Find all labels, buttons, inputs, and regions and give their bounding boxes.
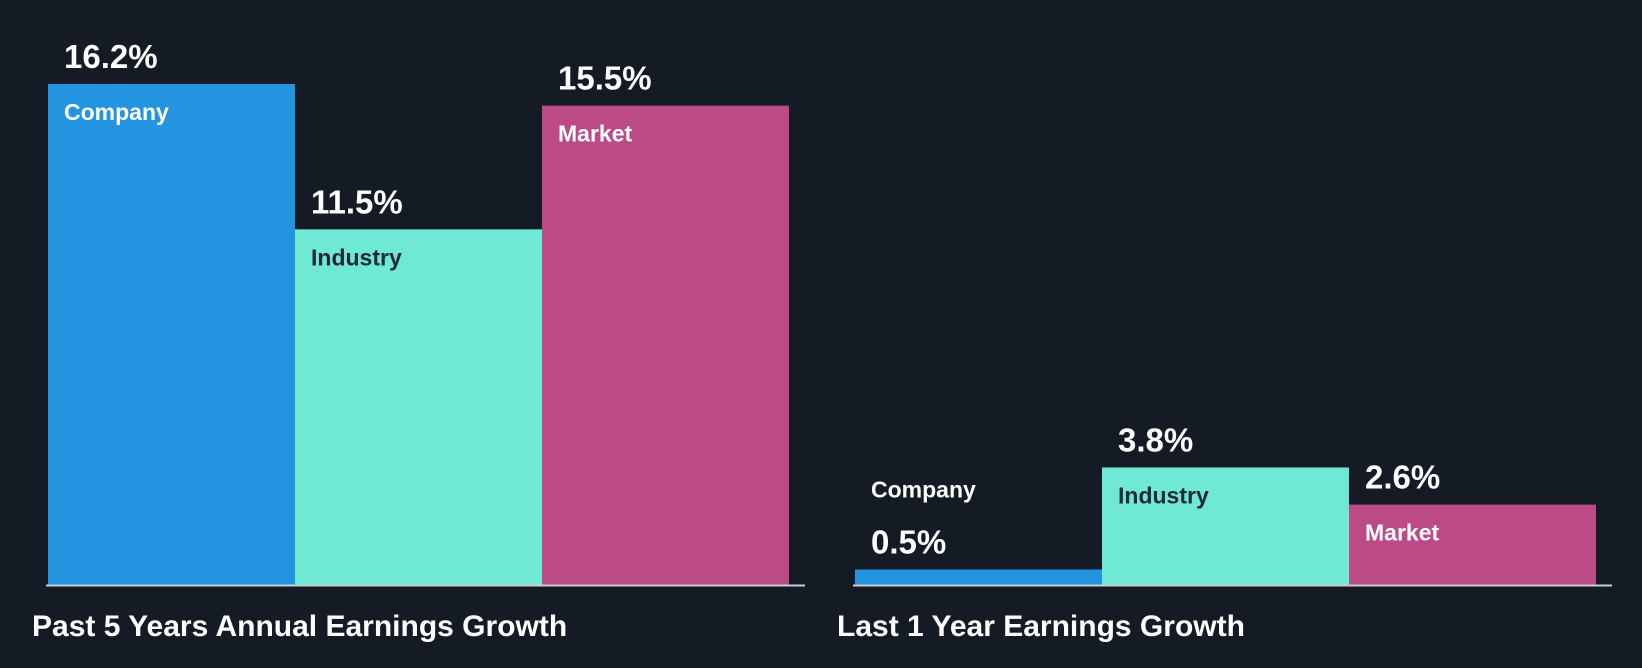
last-1-year-title: Last 1 Year Earnings Growth — [837, 610, 1245, 643]
value-label-industry: 11.5% — [311, 183, 403, 220]
category-label-market: Market — [1365, 520, 1439, 546]
past-5-years-panel: Company 16.2% Industry 11.5% Market 15.5% Pas… — [32, 38, 805, 643]
bar-company — [855, 569, 1102, 585]
category-label-industry: Industry — [311, 244, 402, 270]
category-label-industry: Industry — [1118, 482, 1209, 508]
past-5-years-bars: Company 16.2% Industry 11.5% Market 15.5% — [48, 38, 789, 586]
category-label-company: Company — [871, 477, 976, 503]
bar-industry — [1102, 467, 1349, 585]
last-1-year-bars: Company 0.5% Industry 3.8% Market 2.6% — [855, 421, 1596, 585]
value-label-industry: 3.8% — [1118, 421, 1193, 458]
value-label-market: 15.5% — [558, 60, 652, 97]
bar-market — [542, 105, 789, 586]
past-5-years-title: Past 5 Years Annual Earnings Growth — [32, 610, 567, 643]
bar-industry — [295, 229, 542, 585]
value-label-company: 16.2% — [64, 38, 158, 75]
bar-market — [1349, 504, 1596, 585]
bar-company — [48, 84, 295, 585]
value-label-company: 0.5% — [871, 524, 946, 561]
category-label-company: Company — [64, 99, 169, 125]
last-1-year-panel: Company 0.5% Industry 3.8% Market 2.6% Last 1… — [837, 421, 1612, 643]
category-label-market: Market — [558, 121, 632, 147]
value-label-market: 2.6% — [1365, 459, 1440, 496]
